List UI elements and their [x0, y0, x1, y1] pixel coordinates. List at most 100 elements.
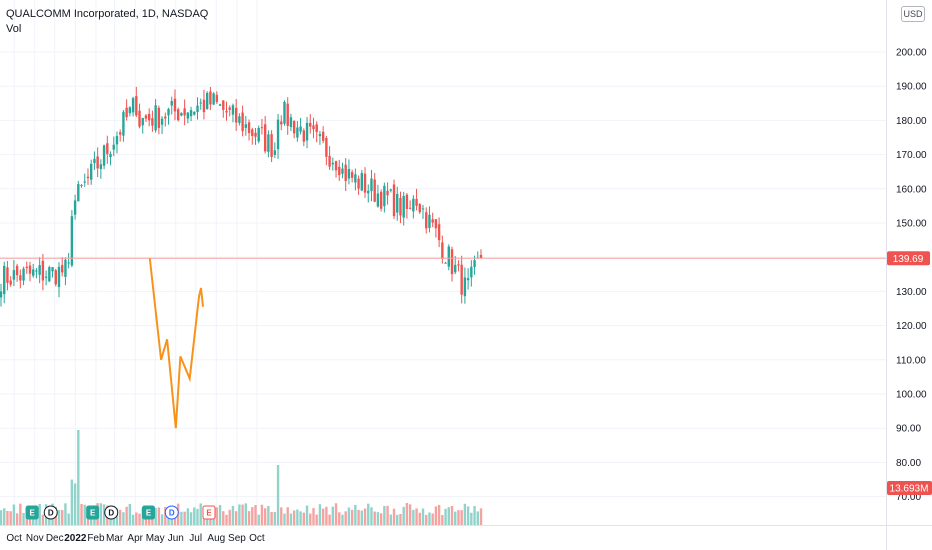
symbol-title[interactable]: QUALCOMM Incorporated, 1D, NASDAQ	[6, 8, 209, 20]
candle	[22, 266, 25, 286]
volume-bar	[270, 512, 273, 525]
candle	[0, 283, 3, 307]
candle	[35, 268, 38, 279]
candle	[73, 194, 77, 220]
volume-bar	[286, 507, 289, 525]
time-tick-label: Sep	[228, 533, 246, 544]
candle	[3, 261, 6, 304]
volume-bar	[470, 512, 473, 525]
volume-bar	[360, 510, 364, 525]
volume-bars	[0, 430, 483, 525]
volume-bar	[222, 511, 225, 525]
volume-bar	[473, 506, 476, 525]
volume-bar	[425, 514, 428, 525]
volume-bar	[450, 505, 454, 525]
candle	[428, 206, 431, 233]
svg-text:E: E	[206, 509, 212, 518]
candle	[115, 131, 119, 154]
earnings-marker[interactable]: E	[25, 505, 39, 520]
volume-bar	[99, 503, 103, 525]
volume-bar	[118, 509, 122, 525]
volume-indicator-label[interactable]: Vol	[6, 23, 22, 35]
volume-bar	[173, 512, 177, 525]
volume-bar	[241, 504, 244, 525]
price-tick-label: 200.00	[896, 48, 927, 59]
volume-bar	[321, 508, 325, 525]
volume-bar	[418, 512, 421, 525]
candle	[41, 253, 45, 291]
candle	[147, 108, 151, 127]
candle	[154, 99, 157, 133]
candle	[215, 91, 219, 104]
candle	[254, 127, 257, 145]
earnings-marker[interactable]: E	[202, 505, 216, 520]
volume-bar	[341, 514, 344, 525]
candle	[77, 180, 80, 202]
volume-bar	[122, 512, 125, 525]
candle	[473, 255, 476, 275]
price-axis[interactable]: 200.00190.00180.00170.00160.00150.00140.…	[896, 48, 927, 504]
earnings-marker[interactable]: E	[86, 505, 100, 520]
candle	[141, 117, 144, 134]
candle	[289, 113, 293, 132]
volume-bar	[231, 505, 235, 525]
dividend-marker[interactable]: D	[164, 505, 179, 520]
dividend-marker[interactable]: D	[43, 505, 58, 520]
volume-bar	[338, 512, 341, 525]
svg-text:D: D	[108, 509, 114, 518]
dividend-marker[interactable]: D	[104, 505, 119, 520]
volume-bar	[180, 511, 183, 525]
candle	[321, 126, 325, 144]
volume-bar	[41, 514, 45, 525]
volume-bar	[315, 514, 318, 525]
candle	[218, 103, 222, 106]
volume-bar	[189, 512, 193, 525]
candle	[231, 103, 235, 123]
volume-bar	[421, 508, 425, 525]
volume-bar	[247, 511, 251, 525]
candle	[457, 260, 460, 272]
candle	[347, 159, 351, 185]
volume-bar	[408, 504, 412, 525]
candle	[363, 167, 367, 198]
volume-bar	[83, 504, 86, 525]
candle	[151, 110, 154, 132]
price-tick-label: 170.00	[896, 150, 927, 161]
volume-bar	[115, 508, 119, 525]
volume-bar	[102, 504, 106, 525]
candle	[90, 159, 93, 185]
candle	[28, 261, 32, 282]
volume-bar	[193, 507, 196, 525]
candle	[367, 184, 370, 203]
volume-bar	[73, 483, 77, 525]
candle	[209, 87, 212, 111]
candle	[418, 203, 421, 214]
volume-bar	[28, 514, 32, 525]
volume-bar	[463, 503, 467, 525]
price-tick-label: 120.00	[896, 321, 927, 332]
volume-bar	[460, 510, 463, 525]
candle	[334, 160, 338, 178]
volume-bar	[331, 506, 335, 525]
candle	[447, 244, 450, 271]
candle	[96, 147, 99, 178]
currency-button[interactable]: USD	[901, 6, 925, 22]
time-axis[interactable]: Oct Nov Dec 2022 Feb Mar Apr May Jun Jul Aug Sep Oct	[6, 533, 265, 544]
candle	[360, 169, 364, 192]
time-tick-label: Mar	[106, 533, 124, 544]
volume-bar	[263, 508, 267, 525]
candle	[357, 175, 360, 195]
candle	[183, 99, 186, 126]
volume-bar	[80, 503, 83, 525]
candle	[389, 188, 392, 193]
candle	[93, 151, 96, 170]
volume-bar	[392, 508, 396, 525]
volume-bar	[328, 514, 331, 525]
candle	[106, 135, 109, 164]
volume-bar	[157, 507, 161, 525]
price-tick-label: 110.00	[896, 355, 926, 366]
earnings-marker[interactable]: E	[141, 505, 155, 520]
volume-bar	[125, 506, 128, 525]
candle	[241, 105, 244, 137]
